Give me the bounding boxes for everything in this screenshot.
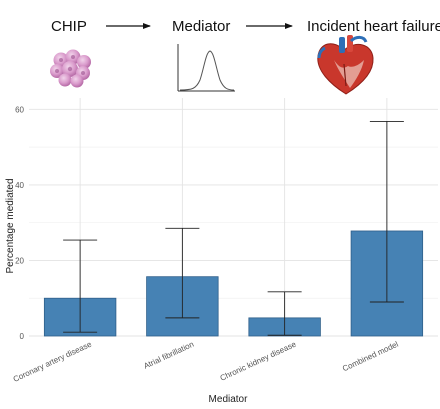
flow-step-chip: CHIP xyxy=(51,18,87,35)
y-tick-label: 60 xyxy=(15,105,24,114)
x-tick-label: Atrial fibrillation xyxy=(142,340,195,371)
x-tick-label: Coronary artery disease xyxy=(12,339,94,383)
flow-step-heart-failure: Incident heart failure xyxy=(307,18,440,35)
bar-chart: 0 20 40 60 Coronary artery disease Atrial fi… xyxy=(5,98,438,405)
x-tick-label: Chronic kidney disease xyxy=(219,339,298,382)
y-tick-label: 0 xyxy=(20,332,25,341)
y-axis-ticks: 0 20 40 60 xyxy=(15,105,24,341)
x-axis-title: Mediator xyxy=(209,394,249,405)
cell-cluster-icon xyxy=(50,49,91,88)
heart-icon xyxy=(317,35,374,95)
y-tick-label: 20 xyxy=(15,256,24,265)
bell-curve-icon xyxy=(177,44,235,92)
flow-diagram: CHIP Mediator Incident heart failure xyxy=(50,18,440,95)
flow-step-mediator: Mediator xyxy=(172,18,230,35)
error-bars xyxy=(63,120,404,336)
y-tick-label: 40 xyxy=(15,181,24,190)
y-axis-title: Percentage mediated xyxy=(5,178,16,273)
x-axis-ticks: Coronary artery disease Atrial fibrillati… xyxy=(12,339,400,383)
bars xyxy=(43,230,424,337)
x-tick-label: Combined model xyxy=(341,340,400,374)
